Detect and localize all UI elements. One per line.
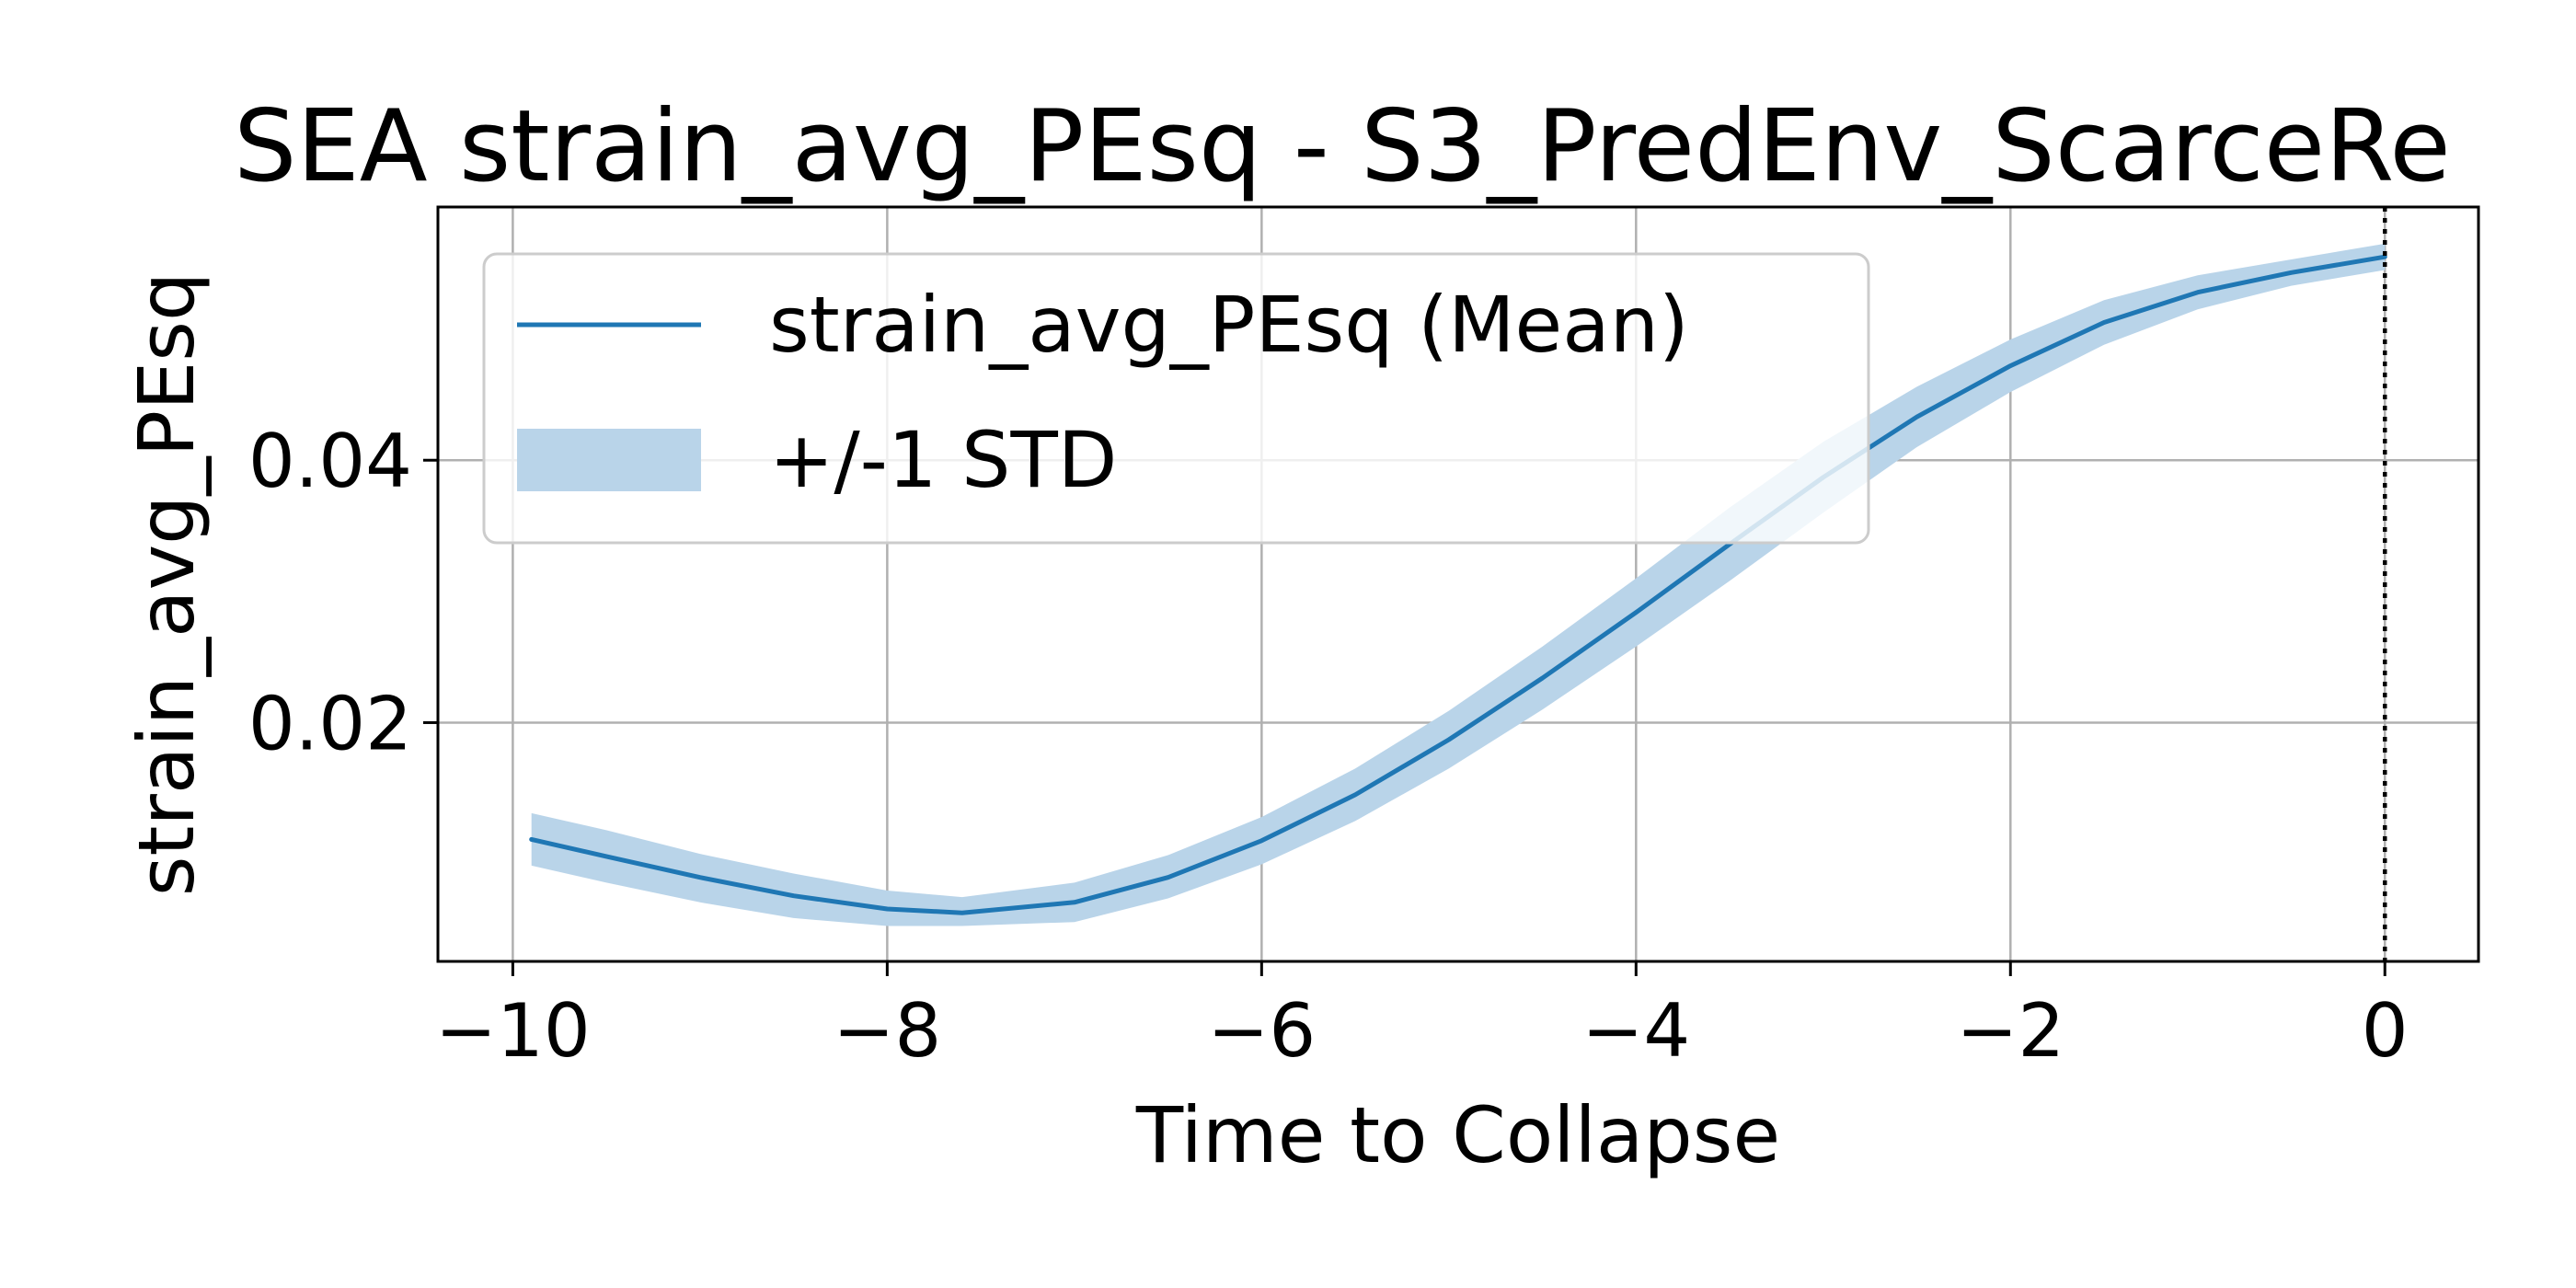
y-tick-layer: 0.02 0.04: [248, 419, 438, 766]
legend-box: [482, 252, 1870, 545]
y-tick-label: 0.02: [248, 681, 412, 766]
x-tick-label: −6: [1207, 988, 1316, 1074]
x-tick-layer: −10 −8 −6 −4 −2 0: [435, 961, 2409, 1074]
mean-line-layer: [529, 254, 2387, 915]
legend-mean-label: strain_avg_PEsq (Mean): [769, 280, 1689, 370]
legend-std-band-swatch: [517, 429, 701, 491]
x-tick-label: −10: [435, 988, 591, 1074]
legend-std-label: +/-1 STD: [769, 415, 1117, 505]
x-axis-label: Time to Collapse: [1135, 1090, 1780, 1180]
plot-frame: [436, 205, 2480, 963]
x-tick-label: −4: [1581, 988, 1690, 1074]
mean-line: [529, 254, 2387, 915]
x-tick-label: 0: [2362, 988, 2409, 1074]
y-tick-label: 0.04: [248, 419, 412, 504]
legend: strain_avg_PEsq (Mean) +/-1 STD: [482, 252, 1870, 545]
y-axis-label: strain_avg_PEsq: [121, 272, 212, 897]
chart-title: SEA strain_avg_PEsq - S3_PredEnv_ScarceR…: [234, 89, 2451, 204]
x-tick-label: −8: [833, 988, 941, 1074]
x-tick-label: −2: [1956, 988, 2064, 1074]
